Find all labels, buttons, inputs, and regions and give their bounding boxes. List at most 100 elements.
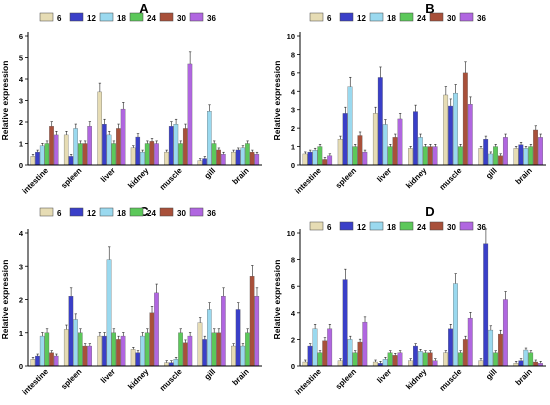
y-axis-title: Relative expression: [0, 260, 10, 340]
bar-brain-18: [523, 349, 529, 367]
bar-spleen-12: [342, 113, 348, 166]
bar-gill-12: [483, 243, 489, 367]
bar-spleen-6: [63, 329, 69, 367]
bar-gill-12: [202, 158, 207, 166]
y-tick-label: 4: [291, 309, 296, 318]
bar-kidney-30: [149, 312, 155, 367]
bar-gill-6: [478, 360, 484, 367]
legend-swatch-18: [369, 221, 384, 231]
bar-brain-12: [235, 149, 241, 166]
panel-letter: B: [425, 1, 434, 16]
bar-gill-36: [221, 296, 226, 367]
legend-swatch-6: [309, 221, 324, 231]
bar-spleen-36: [87, 345, 92, 367]
bar-kidney-12: [413, 111, 418, 166]
y-axis-title: Relative expression: [272, 260, 282, 340]
bar-spleen-30: [82, 143, 88, 166]
panel-letter: A: [139, 1, 149, 16]
legend-label-6: 6: [327, 223, 332, 232]
x-tick-label: gill: [203, 367, 218, 382]
legend-swatch-18: [99, 207, 114, 217]
bar-muscle-6: [443, 352, 449, 367]
legend-swatch-36: [459, 12, 474, 22]
y-tick-label: 2: [291, 124, 295, 133]
legend-label-36: 36: [207, 14, 216, 23]
legend-label-18: 18: [117, 209, 126, 218]
x-tick-label: liver: [99, 367, 117, 385]
x-tick-label: gill: [203, 166, 218, 181]
y-axis-title: Relative expression: [272, 61, 282, 141]
bar-liver-24: [387, 352, 393, 367]
bar-muscle-30: [182, 342, 188, 367]
legend-label-6: 6: [327, 14, 332, 23]
bar-spleen-6: [63, 134, 69, 166]
y-tick-label: 8: [291, 256, 295, 265]
bar-liver-30: [392, 355, 398, 367]
x-tick-label: kidney: [126, 367, 151, 392]
bar-kidney-6: [408, 360, 413, 367]
bar-spleen-30: [357, 341, 363, 367]
bar-kidney-6: [130, 349, 136, 367]
bar-kidney-36: [154, 292, 159, 367]
legend-swatch-24: [399, 12, 414, 22]
bar-liver-30: [116, 128, 121, 166]
bar-muscle-18: [453, 92, 458, 166]
x-tick-label: kidney: [404, 166, 429, 191]
bar-gill-24: [211, 332, 217, 367]
y-tick-label: 2: [19, 296, 23, 305]
bar-brain-6: [231, 151, 236, 166]
bar-muscle-30: [182, 128, 188, 166]
bar-muscle-30: [462, 339, 468, 367]
bar-brain-24: [245, 143, 250, 166]
bar-muscle-18: [173, 359, 179, 367]
bar-kidney-30: [149, 141, 155, 166]
bar-intestine-30: [49, 126, 54, 166]
bar-intestine-12: [35, 355, 40, 367]
bar-gill-12: [483, 139, 489, 166]
legend-label-30: 30: [447, 14, 456, 23]
x-tick-label: muscle: [158, 367, 184, 393]
y-tick-label: 1: [291, 143, 295, 152]
y-tick-label: 5: [19, 54, 23, 63]
bar-brain-12: [518, 144, 524, 166]
bar-brain-30: [249, 276, 255, 367]
x-tick-label: brain: [514, 367, 534, 387]
bar-liver-30: [392, 137, 398, 166]
bar-gill-24: [493, 146, 498, 166]
bar-spleen-30: [82, 345, 88, 367]
legend-label-24: 24: [147, 209, 156, 218]
bar-gill-36: [502, 137, 508, 166]
bar-intestine-12: [35, 151, 40, 166]
bar-brain-6: [513, 148, 519, 166]
bar-intestine-6: [30, 359, 36, 367]
bar-muscle-36: [467, 104, 473, 166]
bar-kidney-24: [144, 332, 150, 367]
bar-gill-18: [488, 329, 494, 367]
bar-gill-6: [197, 322, 203, 367]
x-tick-label: intestine: [293, 166, 323, 196]
x-tick-label: liver: [375, 166, 393, 184]
bar-liver-18: [382, 359, 388, 367]
bar-kidney-36: [432, 146, 438, 166]
bar-muscle-30: [462, 72, 468, 166]
bar-muscle-12: [168, 126, 174, 166]
bar-spleen-12: [68, 156, 74, 166]
bar-gill-24: [211, 143, 217, 166]
x-tick-label: muscle: [158, 166, 184, 192]
bar-brain-12: [518, 360, 524, 367]
legend-label-6: 6: [57, 14, 62, 23]
bar-brain-30: [533, 129, 539, 166]
bar-kidney-18: [417, 351, 423, 367]
bar-kidney-24: [144, 143, 150, 166]
bar-spleen-36: [362, 151, 368, 166]
y-tick-label: 6: [291, 69, 295, 78]
legend-label-12: 12: [87, 209, 96, 218]
legend-label-36: 36: [477, 223, 486, 232]
legend-swatch-6: [39, 207, 54, 217]
x-tick-label: kidney: [126, 166, 151, 191]
bar-spleen-24: [77, 143, 83, 166]
bar-muscle-12: [448, 328, 453, 367]
bar-intestine-36: [327, 155, 333, 166]
bar-kidney-6: [408, 148, 413, 166]
bar-muscle-6: [443, 94, 449, 166]
